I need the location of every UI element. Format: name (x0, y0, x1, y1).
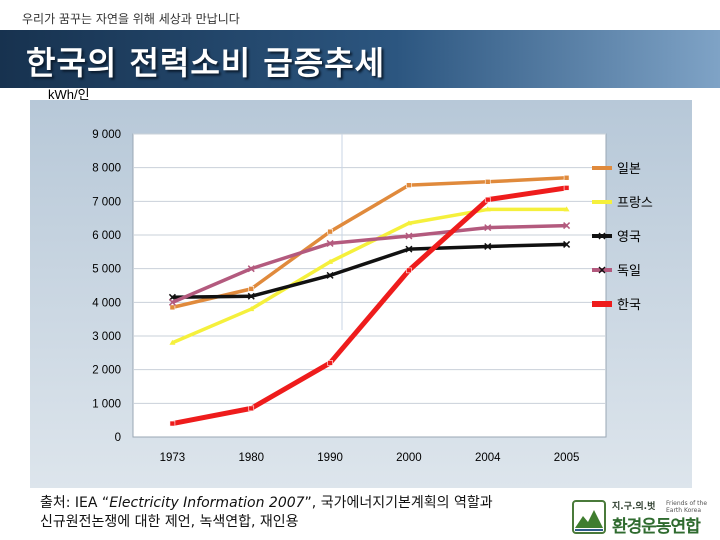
data-point (563, 185, 570, 191)
data-point (484, 196, 491, 203)
source-title: Electricity Information 2007 (109, 495, 305, 511)
data-point (484, 206, 491, 212)
data-point (248, 405, 255, 412)
x-tick-label: 2004 (475, 452, 501, 464)
data-point (247, 265, 255, 273)
data-point (405, 220, 412, 226)
data-point (169, 304, 176, 311)
source-line2: 신규원전논쟁에 대한 제언, 녹색연합, 재인용 (40, 514, 299, 530)
data-point (484, 242, 492, 250)
data-point (405, 232, 413, 240)
data-point (563, 206, 570, 212)
data-point (563, 240, 571, 248)
legend-label: 독일 (617, 264, 641, 279)
source-prefix: 출처: IEA “ (40, 495, 110, 511)
y-tick-label: 2 000 (92, 365, 121, 377)
data-point (248, 286, 255, 292)
legend-label: 프랑스 (617, 196, 653, 211)
page-title: 한국의 전력소비 급증추세 (26, 44, 386, 82)
y-tick-label: 4 000 (92, 297, 121, 309)
legend-label: 일본 (617, 162, 641, 177)
series-line (172, 242, 567, 300)
legend-label: 한국 (617, 298, 641, 313)
data-point (484, 224, 492, 232)
data-point (406, 182, 412, 188)
data-point (563, 222, 571, 230)
x-tick-label: 2005 (554, 452, 580, 464)
y-tick-label: 5 000 (92, 264, 121, 276)
y-tick-label: 7 000 (92, 196, 121, 208)
y-tick-label: 0 (115, 432, 121, 444)
data-point (326, 239, 334, 247)
x-tick-label: 1980 (238, 452, 264, 464)
y-tick-label: 8 000 (92, 163, 121, 175)
data-point (248, 306, 255, 312)
y-tick-label: 1 000 (92, 398, 121, 410)
series-line (171, 223, 567, 304)
data-point (327, 360, 333, 366)
logo-subtitle: 지.구.의.벗 (612, 502, 656, 512)
data-point (169, 420, 176, 427)
x-tick-label: 2000 (396, 452, 422, 464)
title-band (0, 30, 720, 88)
logo: 지.구.의.벗 Friends of the Earth Korea 환경운동연… (572, 496, 710, 538)
series-line (171, 207, 567, 345)
data-point (327, 258, 334, 264)
data-point (327, 228, 333, 235)
data-point (484, 179, 491, 185)
data-point (406, 267, 412, 274)
data-point (405, 245, 413, 253)
series-line (172, 176, 567, 310)
source-note: 출처: IEA “Electricity Information 2007”, … (40, 494, 493, 532)
y-unit-label: kWh/인 (48, 87, 90, 102)
data-point (563, 174, 570, 181)
data-point (247, 292, 255, 300)
mountain-logo-icon (572, 500, 606, 534)
legend-marker (598, 232, 606, 240)
x-tick-label: 1990 (317, 452, 343, 464)
tagline: 우리가 꿈꾸는 자연을 위해 세상과 만납니다 (22, 12, 240, 26)
logo-subtitle-en: Friends of the Earth Korea (666, 500, 708, 514)
legend-marker (598, 266, 606, 274)
legend-label: 영국 (617, 230, 641, 245)
chart: 0 1 000 2 000 3 000 4 000 5 000 6 000 7 000 8 00… (92, 129, 653, 464)
source-suffix: ”, 국가에너지기본계획의 역할과 (304, 495, 493, 511)
series-line (171, 185, 567, 426)
y-tick-label: 3 000 (92, 331, 121, 343)
y-tick-label: 6 000 (92, 230, 121, 242)
data-point (169, 339, 176, 345)
data-point (326, 271, 334, 279)
y-tick-label: 9 000 (92, 129, 121, 141)
x-tick-label: 1973 (160, 452, 186, 464)
data-point (168, 298, 176, 306)
logo-name: 환경운동연합 (612, 517, 701, 537)
